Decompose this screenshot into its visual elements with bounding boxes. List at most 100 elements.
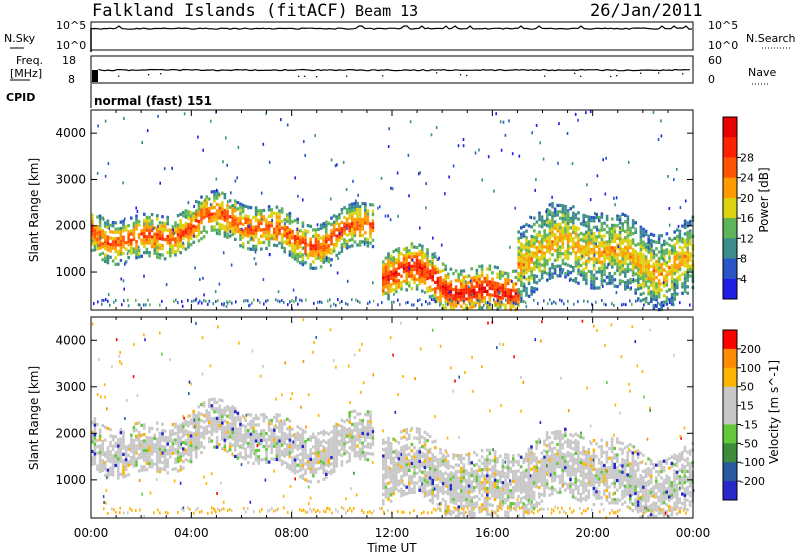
echo-cell	[397, 482, 401, 486]
noise-cell	[613, 196, 615, 200]
echo-cell	[564, 211, 567, 215]
echo-cell	[642, 230, 645, 235]
echo-cell	[366, 432, 370, 436]
echo-cell	[226, 219, 229, 224]
echo-cell	[236, 229, 240, 233]
echo-cell	[673, 297, 676, 301]
echo-cell	[535, 220, 539, 224]
noise-cell	[500, 148, 503, 152]
data-gap	[374, 111, 378, 309]
echo-cell	[431, 453, 434, 457]
freq-panel: Freq. [MHz] 18 8 60 0 Nave	[10, 54, 776, 86]
echo-cell	[356, 217, 359, 221]
echo-cell	[296, 434, 299, 438]
echo-cell	[392, 278, 395, 282]
echo-cell	[517, 249, 520, 253]
echo-cell	[366, 413, 370, 417]
echo-cell	[608, 227, 611, 231]
echo-cell	[296, 240, 299, 244]
echo-cell	[548, 238, 552, 242]
noise-cell	[277, 290, 280, 294]
echo-cell	[504, 278, 507, 282]
echo-cell	[215, 423, 219, 427]
echo-cell	[208, 440, 211, 444]
echo-cell	[309, 250, 312, 254]
echo-cell	[249, 445, 253, 449]
echo-cell	[171, 451, 175, 455]
echo-cell	[244, 214, 247, 218]
echo-cell	[408, 271, 411, 275]
echo-cell	[460, 498, 463, 503]
echo-cell	[478, 481, 481, 485]
noise-cell	[280, 118, 282, 122]
echo-cell	[275, 454, 279, 458]
echo-cell	[460, 470, 463, 474]
echo-cell	[288, 445, 292, 449]
noise-cell	[652, 110, 655, 114]
echo-cell	[195, 235, 198, 239]
echo-cell	[665, 299, 669, 303]
echo-cell	[629, 233, 632, 237]
echo-cell	[431, 268, 434, 272]
echo-cell	[156, 246, 159, 250]
echo-cell	[559, 232, 562, 236]
echo-cell	[592, 276, 596, 281]
echo-cell	[278, 215, 281, 220]
near-range-cell	[377, 303, 379, 307]
echo-cell	[434, 458, 437, 463]
echo-cell	[189, 214, 193, 218]
echo-cell	[400, 455, 403, 459]
echo-cell	[244, 434, 247, 438]
echo-cell	[428, 450, 432, 455]
echo-cell	[314, 244, 318, 248]
echo-cell	[210, 228, 214, 232]
echo-cell	[520, 264, 523, 268]
echo-cell	[325, 463, 328, 467]
echo-cell	[600, 234, 604, 238]
echo-cell	[371, 426, 375, 431]
echo-cell	[143, 465, 146, 469]
near-range-cell	[289, 300, 291, 304]
echo-cell	[418, 259, 421, 263]
echo-cell	[322, 471, 325, 475]
echo-cell	[93, 462, 97, 466]
echo-cell	[454, 291, 458, 295]
echo-cell	[400, 459, 403, 463]
echo-cell	[598, 247, 601, 252]
near-range-cell	[689, 303, 691, 307]
echo-cell	[395, 248, 398, 252]
echo-cell	[491, 487, 494, 491]
echo-cell	[192, 231, 195, 235]
echo-cell	[283, 451, 286, 455]
echo-cell	[486, 293, 489, 297]
echo-cell	[353, 211, 357, 215]
echo-cell	[408, 475, 411, 479]
near-range-cell	[429, 301, 431, 305]
echo-cell	[247, 441, 250, 445]
echo-cell	[603, 253, 606, 257]
echo-cell	[462, 456, 466, 461]
echo-cell	[98, 466, 102, 470]
echo-cell	[590, 235, 593, 239]
echo-cell	[239, 202, 242, 206]
echo-cell	[470, 296, 473, 300]
echo-cell	[252, 426, 255, 430]
echo-cell	[678, 258, 682, 262]
echo-cell	[319, 453, 323, 457]
echo-cell	[361, 428, 364, 432]
echo-cell	[197, 223, 201, 227]
echo-cell	[483, 487, 486, 491]
echo-cell	[101, 242, 104, 246]
echo-cell	[124, 241, 128, 245]
echo-cell	[504, 287, 507, 291]
near-range-cell	[359, 301, 361, 304]
echo-cell	[431, 294, 434, 298]
echo-cell	[460, 285, 463, 289]
echo-cell	[252, 420, 255, 424]
echo-cell	[467, 455, 471, 459]
echo-cell	[652, 233, 656, 237]
echo-cell	[106, 238, 110, 242]
echo-cell	[187, 449, 190, 453]
echo-cell	[231, 223, 234, 227]
echo-cell	[506, 281, 510, 286]
